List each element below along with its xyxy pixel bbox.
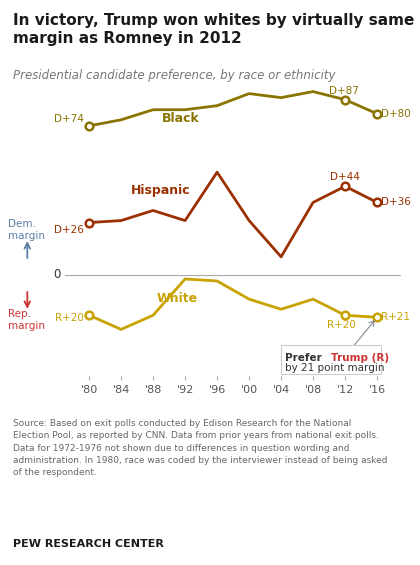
Text: R+20: R+20: [327, 320, 356, 331]
Text: White: White: [157, 292, 198, 305]
Text: D+36: D+36: [381, 197, 411, 207]
Text: 0: 0: [54, 268, 61, 281]
Text: Source: Based on exit polls conducted by Edison Research for the National
Electi: Source: Based on exit polls conducted by…: [13, 419, 387, 477]
Text: R+21: R+21: [381, 312, 410, 322]
Text: D+74: D+74: [54, 114, 84, 124]
Text: In victory, Trump won whites by virtually same
margin as Romney in 2012: In victory, Trump won whites by virtuall…: [13, 13, 414, 46]
Text: by 21 point margin: by 21 point margin: [285, 363, 385, 373]
Text: D+44: D+44: [330, 172, 360, 182]
Text: Hispanic: Hispanic: [131, 184, 191, 197]
Text: D+87: D+87: [328, 86, 358, 95]
Text: D+26: D+26: [54, 224, 84, 234]
Text: R+20: R+20: [55, 313, 84, 323]
Text: Trump (R): Trump (R): [331, 353, 389, 363]
Text: Black: Black: [162, 112, 200, 125]
Text: D+80: D+80: [381, 108, 411, 119]
Text: Prefer: Prefer: [285, 353, 326, 363]
FancyBboxPatch shape: [281, 345, 381, 373]
Text: Rep.
margin: Rep. margin: [8, 310, 45, 331]
Text: PEW RESEARCH CENTER: PEW RESEARCH CENTER: [13, 539, 163, 549]
Text: Presidential candidate preference, by race or ethnicity: Presidential candidate preference, by ra…: [13, 69, 335, 82]
Text: Dem.
margin: Dem. margin: [8, 219, 45, 241]
